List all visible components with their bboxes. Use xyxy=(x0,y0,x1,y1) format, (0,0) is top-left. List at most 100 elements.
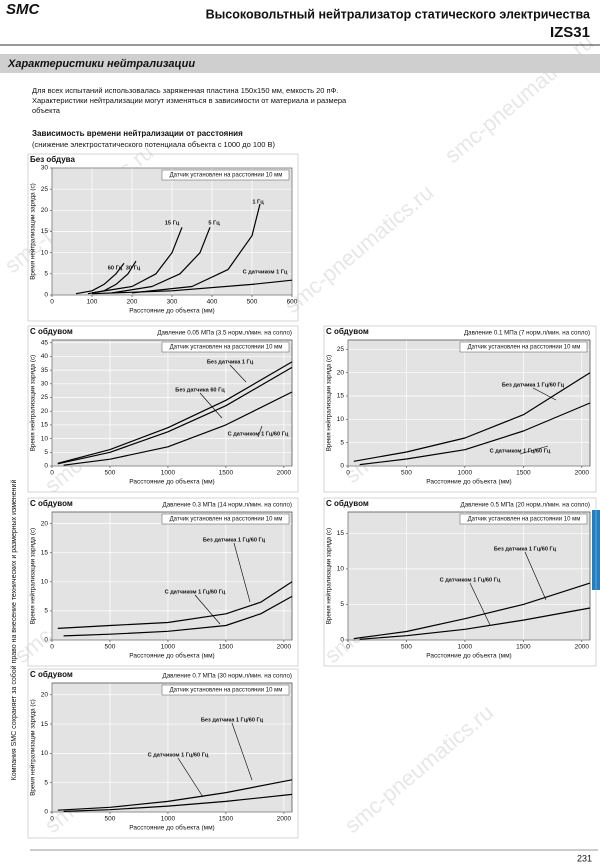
x-tick-label: 2000 xyxy=(277,644,292,651)
x-tick-label: 2000 xyxy=(575,470,590,477)
curve xyxy=(63,391,293,466)
x-tick-label: 2000 xyxy=(277,470,292,477)
x-tick-label: 500 xyxy=(105,470,116,477)
plot-border xyxy=(51,511,293,641)
y-tick-label: 5 xyxy=(44,271,48,278)
curve xyxy=(131,203,261,294)
note: Датчик установлен на расстоянии 10 мм xyxy=(170,517,283,523)
curve xyxy=(91,279,293,295)
series-label: 5 Гц xyxy=(208,220,220,226)
y-tick-label: 10 xyxy=(41,750,49,757)
y-tick-label: 20 xyxy=(41,691,49,698)
curve xyxy=(57,366,293,465)
leader xyxy=(194,594,221,625)
note-box xyxy=(459,341,588,353)
y-tick-label: 15 xyxy=(337,393,345,400)
y-axis-label: Время нейтрализации заряда (с) xyxy=(325,355,333,452)
plot-border xyxy=(347,511,591,641)
y-tick-label: 25 xyxy=(41,186,49,193)
curve xyxy=(57,581,293,629)
note: Датчик установлен на расстоянии 10 мм xyxy=(468,517,581,523)
side-note: Компания SMC сохраняет за собой право на… xyxy=(10,480,18,781)
y-tick-label: 0 xyxy=(44,292,48,299)
y-tick-label: 20 xyxy=(41,408,49,415)
watermark: smc-pneumatics.ru xyxy=(440,29,598,168)
x-tick-label: 0 xyxy=(50,816,54,823)
curve xyxy=(57,779,293,811)
y-tick-label: 5 xyxy=(44,779,48,786)
curve xyxy=(353,372,591,462)
plot-area xyxy=(347,339,591,467)
curve xyxy=(91,227,183,294)
leader xyxy=(532,387,557,401)
x-tick-label: 2000 xyxy=(277,816,292,823)
curve xyxy=(75,262,125,295)
series-label: 60 Гц xyxy=(108,265,123,271)
series-label: С датчиком 1 Гц/60 Гц xyxy=(228,431,289,437)
model: IZS31 xyxy=(550,24,590,41)
chart-frame xyxy=(27,668,299,839)
plot-area xyxy=(347,511,591,641)
note-box xyxy=(161,684,290,696)
x-tick-label: 600 xyxy=(287,299,298,306)
y-tick-label: 10 xyxy=(337,416,345,423)
y-tick-label: 15 xyxy=(41,721,49,728)
page-number: 231 xyxy=(577,853,592,863)
note: Датчик установлен на расстоянии 10 мм xyxy=(170,688,283,694)
intro-line: Характеристики нейтрализации могут измен… xyxy=(32,96,347,105)
leader xyxy=(233,542,251,603)
y-axis-label: Время нейтрализации заряда (с) xyxy=(29,699,37,796)
y-axis-label: Время нейтрализации заряда (с) xyxy=(29,183,37,280)
x-tick-label: 1500 xyxy=(219,644,234,651)
plot-border xyxy=(51,167,293,296)
x-tick-label: 1500 xyxy=(516,470,531,477)
y-tick-label: 30 xyxy=(41,381,49,388)
x-tick-label: 1000 xyxy=(458,470,473,477)
chart-title: С обдувом xyxy=(30,327,73,336)
series-label: Без датчика 1 Гц xyxy=(207,359,254,365)
x-tick-label: 100 xyxy=(87,299,98,306)
x-tick-label: 1500 xyxy=(219,470,234,477)
chart-subtitle: Давление 0.1 МПа (7 норм.л/мин. на сопло… xyxy=(464,330,590,337)
y-tick-label: 30 xyxy=(41,165,49,172)
chart-frame xyxy=(27,497,299,667)
y-axis-label: Время нейтрализации заряда (с) xyxy=(29,528,37,625)
note-box xyxy=(459,513,588,525)
chart-title: С обдувом xyxy=(326,499,369,508)
x-axis-label: Расстояние до объекта (мм) xyxy=(129,824,214,832)
x-tick-label: 500 xyxy=(105,816,116,823)
curve xyxy=(63,595,293,637)
series-label: 30 Гц xyxy=(126,265,141,271)
x-tick-label: 2000 xyxy=(575,644,590,651)
leader xyxy=(229,364,247,383)
curve xyxy=(111,227,211,294)
plot-area xyxy=(51,339,293,467)
chart-frame xyxy=(27,325,299,493)
series-label: Без датчика 1 Гц/60 Гц xyxy=(203,537,266,543)
x-tick-label: 300 xyxy=(167,299,178,306)
curve xyxy=(57,361,293,464)
chart-title: С обдувом xyxy=(326,327,369,336)
note-box xyxy=(161,341,290,353)
x-axis-label: Расстояние до объекта (мм) xyxy=(129,478,214,486)
note: Датчик установлен на расстоянии 10 мм xyxy=(170,345,283,351)
x-tick-label: 500 xyxy=(247,299,258,306)
series-label: Без датчика 1 Гц/60 Гц xyxy=(201,717,264,723)
watermark: smc-pneumatics.ru xyxy=(340,699,498,838)
x-tick-label: 0 xyxy=(50,299,54,306)
logo: SMC xyxy=(6,1,41,18)
x-tick-label: 0 xyxy=(50,644,54,651)
leader xyxy=(469,582,491,626)
x-tick-label: 1000 xyxy=(458,644,473,651)
chart-title: С обдувом xyxy=(30,670,73,679)
y-tick-label: 10 xyxy=(41,579,49,586)
plot-area xyxy=(51,511,293,641)
note-box xyxy=(161,513,290,525)
y-tick-label: 20 xyxy=(41,520,49,527)
x-tick-label: 1500 xyxy=(219,816,234,823)
y-tick-label: 25 xyxy=(337,346,345,353)
y-tick-label: 15 xyxy=(41,422,49,429)
x-axis-label: Расстояние до объекта (мм) xyxy=(426,478,511,486)
series-label: 15 Гц xyxy=(165,220,180,226)
subnote: (снижение электростатического потенциала… xyxy=(32,140,276,149)
